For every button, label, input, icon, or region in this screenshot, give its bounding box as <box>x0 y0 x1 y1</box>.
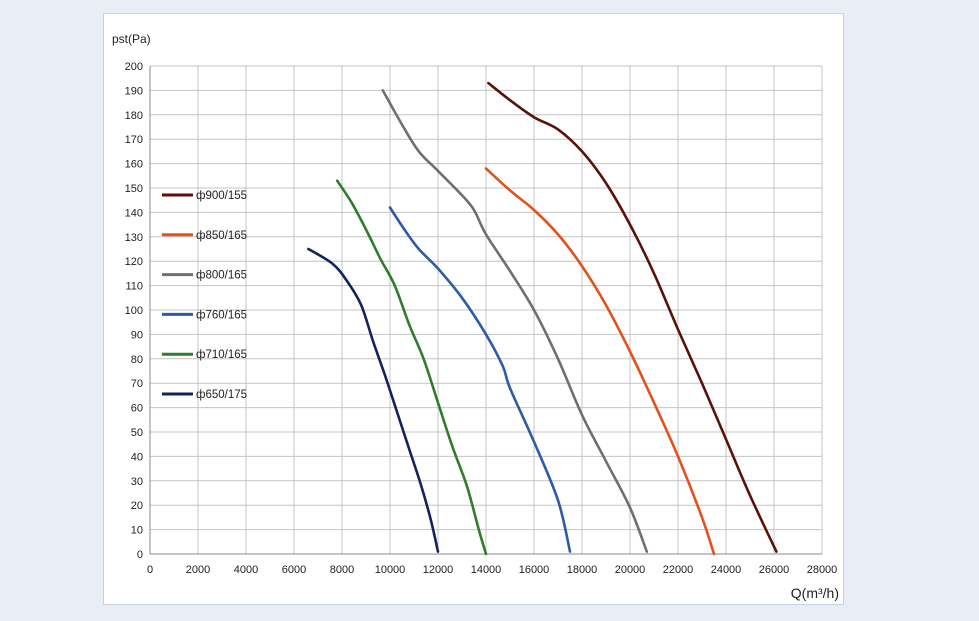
x-tick-label: 16000 <box>519 564 550 576</box>
series-line-6 <box>307 247 440 553</box>
y-tick-label: 70 <box>131 378 143 390</box>
y-tick-label: 90 <box>131 329 143 341</box>
y-tick-label: 180 <box>125 110 143 122</box>
y-tick-label: 120 <box>125 256 143 268</box>
y-tick-label: 20 <box>131 500 143 512</box>
y-tick-label: 150 <box>125 183 143 195</box>
x-axis-ticks: 0 2000 4000 6000 8000 10000 12000 14000 16000 180… <box>147 564 837 576</box>
legend-item: ф900/155 <box>162 190 247 202</box>
y-tick-label: 200 <box>125 61 143 73</box>
grid <box>149 65 823 555</box>
y-tick-label: 170 <box>125 134 143 146</box>
x-tick-label: 10000 <box>375 564 406 576</box>
x-tick-label: 14000 <box>471 564 502 576</box>
y-tick-label: 0 <box>137 549 143 561</box>
y-tick-label: 10 <box>131 525 143 537</box>
legend-item: ф710/165 <box>162 349 247 361</box>
y-tick-label: 100 <box>125 305 143 317</box>
y-tick-label: 50 <box>131 427 143 439</box>
x-tick-label: 18000 <box>567 564 598 576</box>
y-tick-label: 140 <box>125 207 143 219</box>
series-line-1 <box>487 81 778 553</box>
x-tick-label: 22000 <box>663 564 694 576</box>
y-tick-label: 40 <box>131 451 143 463</box>
legend-item: ф800/165 <box>162 270 247 282</box>
series-lines <box>307 81 778 556</box>
legend-label: ф850/165 <box>196 230 247 242</box>
x-axis-title: Q(m³/h) <box>791 585 839 601</box>
x-tick-label: 28000 <box>807 564 838 576</box>
x-tick-label: 8000 <box>330 564 354 576</box>
y-tick-label: 80 <box>131 354 143 366</box>
y-tick-label: 30 <box>131 476 143 488</box>
legend-item: ф650/175 <box>162 389 247 401</box>
y-tick-label: 60 <box>131 403 143 415</box>
y-axis-title: pst(Pa) <box>112 32 151 46</box>
x-tick-label: 24000 <box>711 564 742 576</box>
series-line-3 <box>381 89 649 553</box>
y-tick-label: 110 <box>125 281 143 293</box>
series-line-2 <box>484 167 716 556</box>
series-line-5 <box>335 179 488 556</box>
x-tick-label: 2000 <box>186 564 210 576</box>
legend-label: ф760/165 <box>196 309 247 321</box>
x-tick-label: 6000 <box>282 564 306 576</box>
legend-item: ф760/165 <box>162 309 247 321</box>
legend: ф900/155 ф850/165 ф800/165 ф760/165 ф710/165… <box>162 190 247 401</box>
y-tick-label: 190 <box>125 85 143 97</box>
x-tick-label: 4000 <box>234 564 258 576</box>
x-tick-label: 12000 <box>423 564 454 576</box>
y-tick-label: 160 <box>125 159 143 171</box>
x-tick-label: 0 <box>147 564 153 576</box>
y-axis-ticks: 0 10 20 30 40 50 60 70 80 90 100 110 120 130 140 150 160… <box>125 61 143 561</box>
x-tick-label: 26000 <box>759 564 790 576</box>
y-tick-label: 130 <box>125 232 143 244</box>
legend-item: ф850/165 <box>162 230 247 242</box>
legend-label: ф800/165 <box>196 270 247 282</box>
legend-label: ф710/165 <box>196 349 247 361</box>
series-line-4 <box>388 206 572 553</box>
x-tick-label: 20000 <box>615 564 646 576</box>
legend-label: ф650/175 <box>196 389 247 401</box>
legend-label: ф900/155 <box>196 190 247 202</box>
